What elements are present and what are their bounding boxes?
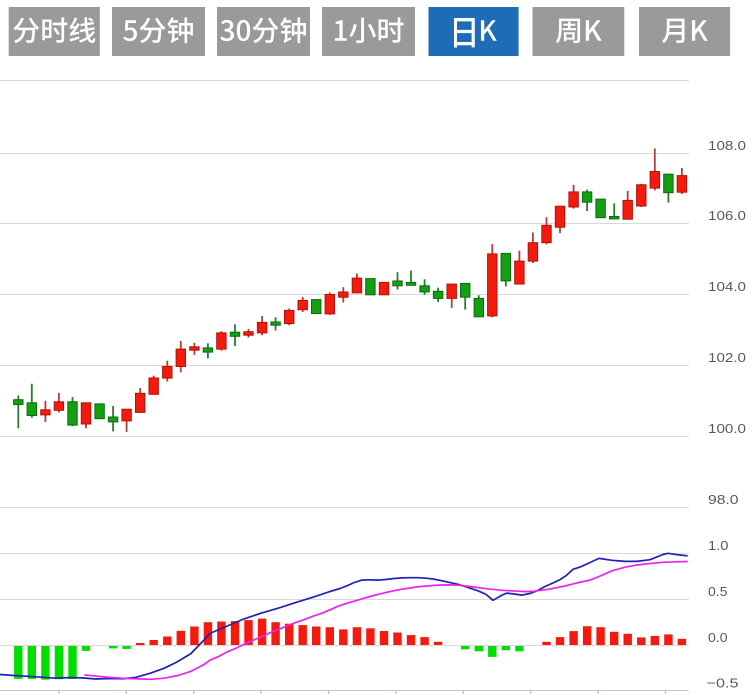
svg-text:1.0: 1.0: [708, 538, 729, 553]
svg-text:106.0: 106.0: [708, 208, 746, 223]
svg-text:104.0: 104.0: [708, 279, 746, 294]
svg-text:0.5: 0.5: [708, 584, 728, 599]
svg-text:0.0: 0.0: [708, 630, 728, 645]
svg-text:108.0: 108.0: [708, 138, 746, 153]
svg-text:102.0: 102.0: [708, 350, 746, 365]
svg-text:98.0: 98.0: [708, 492, 739, 507]
svg-text:100.0: 100.0: [708, 421, 746, 436]
svg-text:−0.5: −0.5: [707, 675, 739, 690]
